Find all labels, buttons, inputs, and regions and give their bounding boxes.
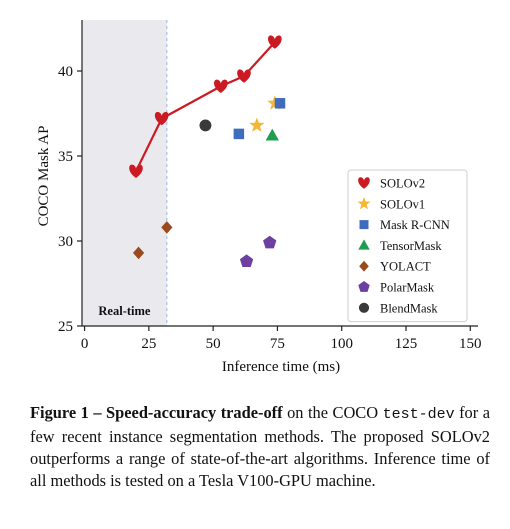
x-tick-label: 0	[81, 336, 89, 352]
legend-marker-blendmask	[358, 302, 370, 313]
point-solov2-2	[154, 111, 169, 126]
point-solov2-3	[214, 79, 228, 93]
legend-box	[347, 169, 468, 323]
x-tick-label: 150	[459, 336, 482, 352]
point-yolact-2	[161, 221, 173, 234]
point-solov2-5	[268, 35, 282, 49]
legend-marker-polarmask	[358, 281, 370, 292]
point-solov2-1	[129, 164, 143, 178]
legend-label-polarmask: PolarMask	[380, 281, 435, 295]
legend-label-solov2: SOLOv2	[380, 177, 425, 191]
point-yolact-1	[132, 246, 145, 260]
y-axis-label: COCO Mask AP	[36, 126, 52, 227]
caption-text-1: on the COCO	[282, 403, 383, 422]
y-tick-label: 25	[58, 319, 73, 335]
x-tick-label: 25	[141, 336, 156, 352]
caption-text-2: for a few recent instance segmentation m…	[30, 403, 490, 490]
y-tick-label: 30	[58, 234, 73, 250]
figure-caption: Figure 1 – Speed-accuracy trade-off on t…	[30, 402, 490, 492]
speed-accuracy-chart: Real-time 0 25 50 75 100 125 150 25 30 35 40 Infer…	[36, 20, 482, 375]
point-polarmask-2	[263, 235, 277, 249]
y-tick-label: 40	[58, 64, 73, 80]
point-solov1-1	[249, 117, 265, 132]
legend-label-tensormask: TensorMask	[380, 239, 442, 253]
axes: 0 25 50 75 100 125 150 25 30 35 40	[58, 20, 482, 352]
y-tick-label: 35	[58, 149, 73, 165]
point-blendmask-1	[199, 119, 212, 132]
x-tick-label: 125	[395, 336, 418, 352]
x-tick-label: 75	[270, 336, 285, 352]
legend-marker-solov2	[358, 177, 370, 189]
legend-marker-tensormask	[358, 239, 370, 250]
caption-code: test-dev	[382, 406, 455, 423]
legend-marker-yolact	[359, 260, 369, 272]
legend: SOLOv2 SOLOv1 Mask R-CNN TensorMask YOLACT Po…	[347, 169, 468, 323]
x-axis-label: Inference time (ms)	[222, 359, 340, 375]
x-tick-label: 100	[330, 336, 353, 352]
legend-marker-mask-r-cnn	[359, 220, 369, 230]
realtime-region	[82, 20, 167, 326]
realtime-label: Real-time	[98, 304, 151, 318]
x-tick-label: 50	[206, 336, 221, 352]
point-mask-r-cnn-1	[233, 128, 245, 140]
point-solov2-4	[237, 69, 251, 83]
point-polarmask-1	[239, 254, 254, 268]
point-mask-r-cnn-2	[274, 98, 286, 109]
caption-figure-label: Figure 1 – Speed-accuracy trade-off	[30, 403, 283, 422]
legend-label-mask-r-cnn: Mask R-CNN	[380, 218, 450, 232]
data-marks	[129, 35, 286, 268]
legend-label-solov1: SOLOv1	[380, 197, 425, 211]
legend-label-yolact: YOLACT	[380, 260, 431, 274]
point-tensormask-1	[265, 128, 279, 141]
legend-marker-solov1	[357, 196, 371, 210]
legend-label-blendmask: BlendMask	[380, 301, 438, 315]
